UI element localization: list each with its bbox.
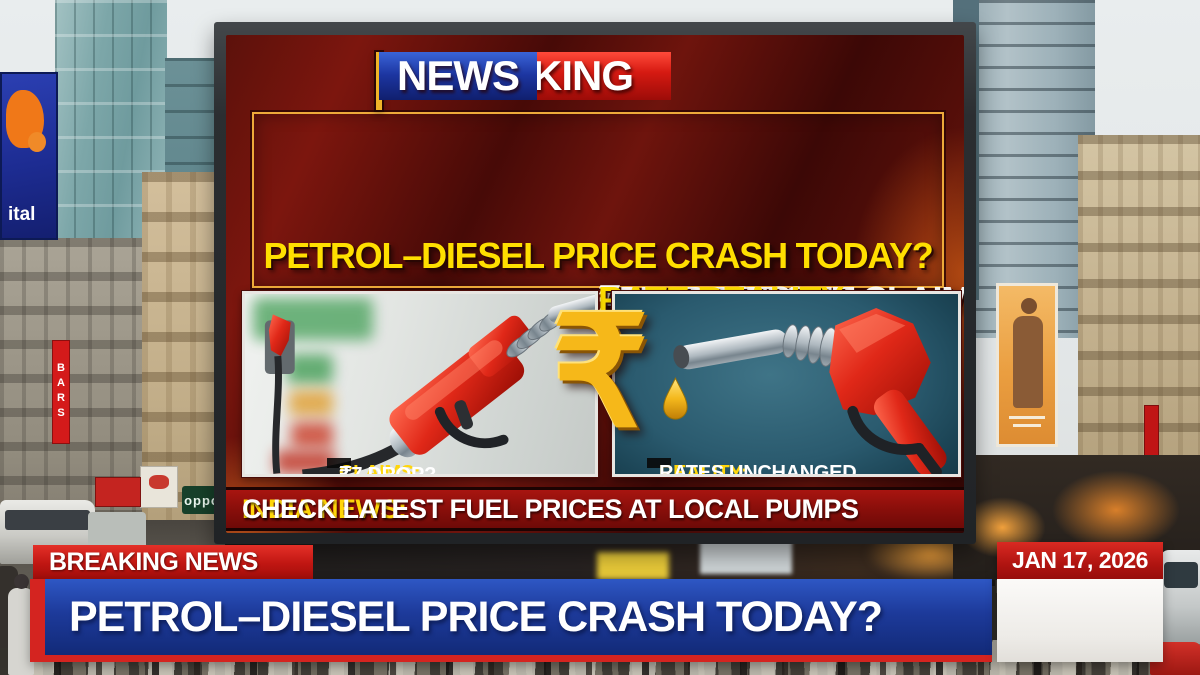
- date-panel-blank: [997, 579, 1163, 662]
- headline-line-1: PETROL–DIESEL PRICE CRASH TODAY?: [263, 235, 933, 277]
- van-windshield: [1164, 562, 1198, 588]
- billboard-screen: BREAKING NEWS PETROL–DIESEL PRICE CRASH …: [226, 35, 964, 533]
- shop-sign-red: [95, 477, 141, 507]
- lower-third-headline-bar: PETROL–DIESEL PRICE CRASH TODAY?: [30, 579, 992, 662]
- date-box: JAN 17, 2026: [997, 542, 1163, 662]
- date-label: JAN 17, 2026: [997, 542, 1163, 579]
- shop-sign-mark: [149, 475, 169, 489]
- blurred-fuel-chip: [289, 390, 333, 416]
- claims-caption: CLAIMS: ₹7 DROP?: [327, 458, 436, 474]
- fuel-nozzle-claims-icon: [264, 294, 595, 474]
- poster-person-head: [1021, 298, 1037, 314]
- news-label: NEWS: [379, 52, 537, 100]
- concrete-tower-right: [1078, 135, 1200, 483]
- bus-windows: [5, 510, 90, 530]
- bars-sign: BARS: [52, 340, 70, 444]
- claims-image-panel: CLAIMS: ₹7 DROP?: [242, 291, 598, 477]
- rupee-symbol: ₹: [552, 288, 649, 458]
- shop-sign-white: [140, 466, 178, 508]
- poster-person: [1013, 316, 1043, 408]
- pedestrian-head: [14, 574, 29, 589]
- blurred-fuel-chip: [291, 422, 333, 448]
- claims-caption-text: ₹7 DROP?: [339, 464, 437, 477]
- poster-text-line: [1013, 424, 1041, 427]
- pedestrian: [8, 574, 34, 675]
- reality-caption-label: REALITY:: [659, 462, 748, 477]
- led-billboard: BREAKING NEWS PETROL–DIESEL PRICE CRASH …: [214, 22, 976, 544]
- ad-partial-text: ital: [8, 204, 36, 225]
- shop-sign-glow: [597, 552, 669, 580]
- orange-poster-billboard: [996, 283, 1058, 447]
- headline-box: PETROL–DIESEL PRICE CRASH TODAY? ₹7 DIRE…: [252, 112, 964, 320]
- lower-third-breaking-tab: BREAKING NEWS: [33, 545, 313, 579]
- reality-image-panel: REALITY: RATES UNCHANGED: [612, 291, 961, 477]
- fuel-nozzle-reality-icon: [663, 307, 947, 474]
- ticker-text: CHECK LATEST FUEL PRICES AT LOCAL PUMPS: [242, 493, 859, 524]
- billboard-ticker: INDIA NEWS: CHECK LATEST FUEL PRICES AT L…: [226, 487, 964, 531]
- poster-text-line: [1009, 416, 1045, 419]
- reality-caption: REALITY: RATES UNCHANGED: [647, 458, 857, 474]
- claims-caption-label: CLAIMS:: [339, 462, 421, 477]
- reality-caption-text: RATES UNCHANGED: [659, 462, 857, 477]
- white-van: [1160, 550, 1200, 644]
- lower-third-headline: PETROL–DIESEL PRICE CRASH TODAY?: [69, 592, 883, 641]
- street-ad-board: ital: [0, 72, 58, 240]
- breaking-news-banner: BREAKING NEWS: [376, 52, 671, 110]
- ad-logo-icon-2: [28, 132, 46, 152]
- ticker-label: INDIA NEWS:: [242, 493, 407, 524]
